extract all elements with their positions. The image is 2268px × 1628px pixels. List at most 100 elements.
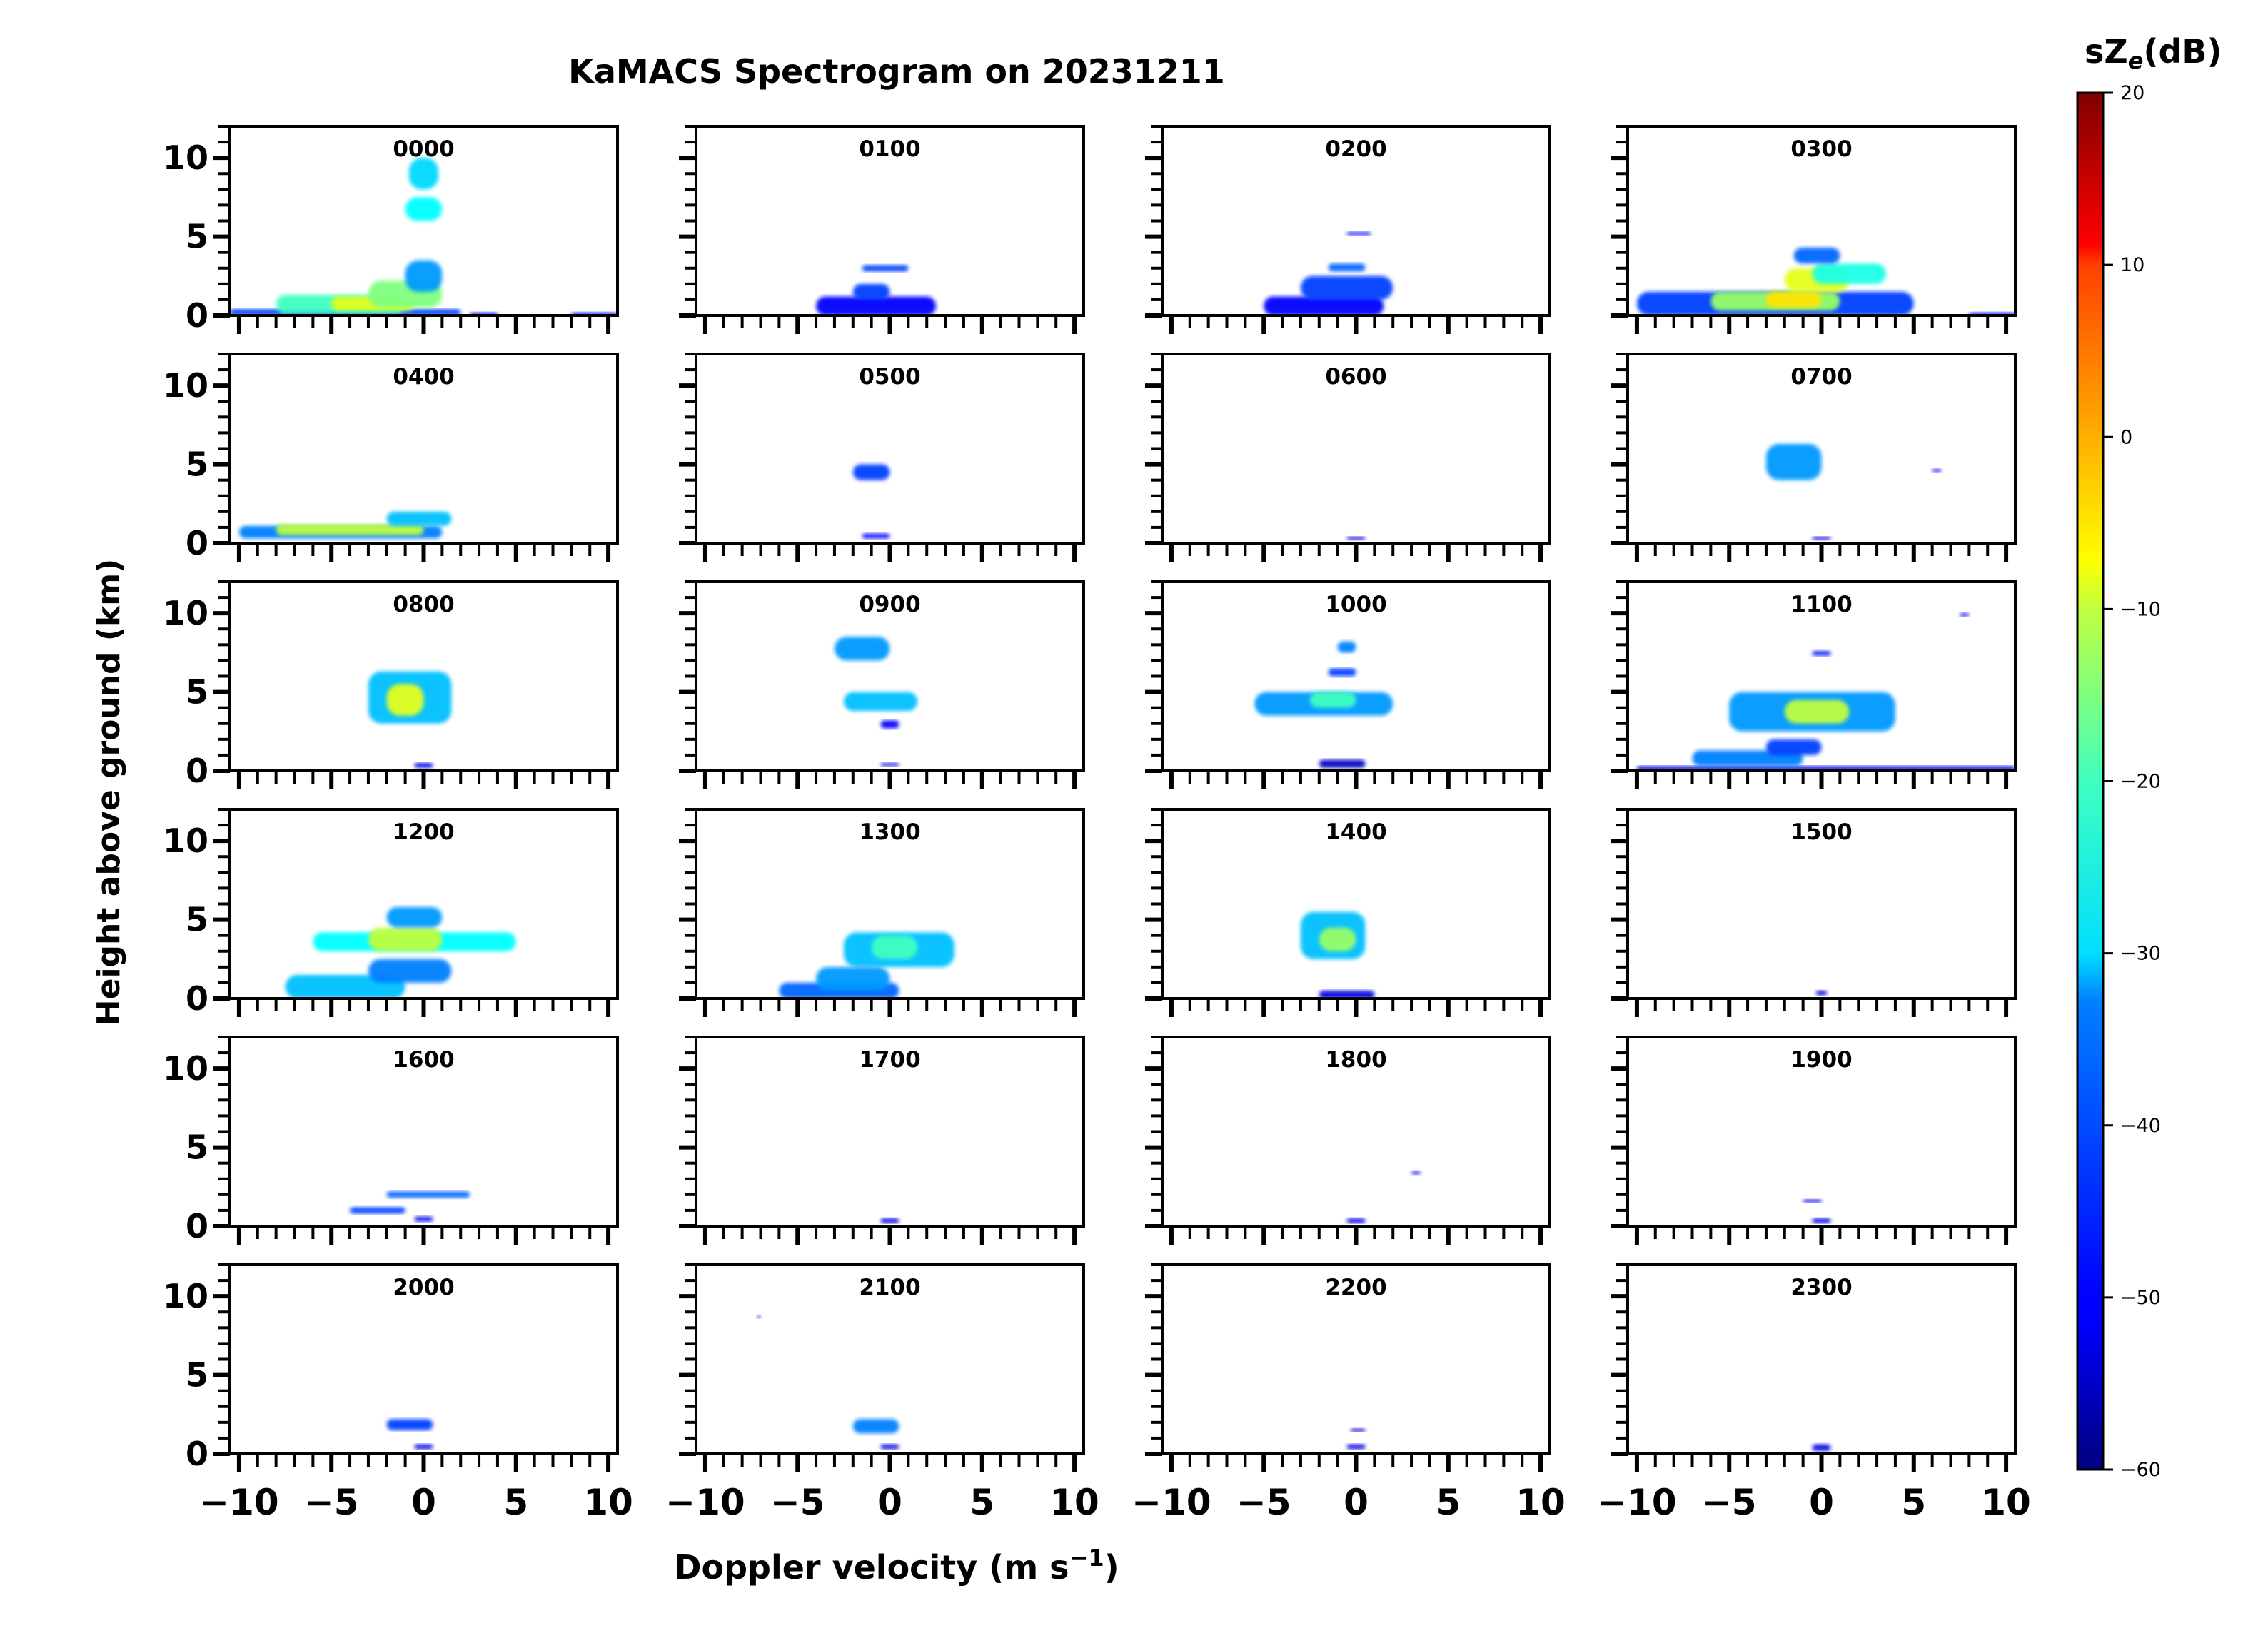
panel-label: 0300 [1790,136,1852,162]
y-tick-label: 10 [163,138,208,177]
panel-echoes [230,158,618,315]
x-tick-label: 5 [1901,1482,1926,1523]
echo-patch [1812,537,1831,540]
colorbar-tick-label: −50 [2120,1287,2161,1309]
echo-patch [1812,1444,1831,1451]
panel-echoes [779,932,954,998]
echo-patch [1932,469,1942,472]
panel-echoes [386,1419,433,1450]
x-tick-label: 0 [1344,1482,1369,1523]
panel-label: 0700 [1790,364,1852,390]
echo-patch [1309,692,1356,708]
colorbar-label: sZe(dB) [2085,32,2222,74]
colorbar-label-main: sZ [2085,32,2128,71]
echo-patch [852,464,890,480]
panel-1400: 1400 [1145,808,1551,1017]
panel-label: 0100 [859,136,920,162]
colorbar-tick-label: 0 [2120,426,2132,448]
x-tick-label: −5 [1236,1482,1291,1523]
echo-patch [386,1191,470,1198]
y-tick-label: 0 [186,1207,208,1245]
panel-0600: 0600 [1145,353,1551,562]
panel-label: 0900 [859,592,920,617]
echo-patch [880,762,899,767]
panel-label: 1400 [1325,819,1386,845]
echo-patch [414,1216,433,1222]
colorbar-tick-label: −60 [2120,1459,2161,1481]
panel-echoes [852,464,890,539]
panel-background [1162,582,1550,771]
panel-0500: 0500 [679,353,1085,562]
panel-background [1628,582,2015,771]
echo-patch [871,935,918,959]
echo-patch [1300,275,1393,300]
echo-patch [862,265,909,272]
echo-patch [1812,651,1831,656]
x-tick-label: −10 [1597,1482,1676,1523]
echo-patch [1346,1218,1366,1223]
x-axis-label-end: ) [1104,1548,1119,1587]
echo-patch [1765,291,1822,308]
x-tick-label: 0 [877,1482,902,1523]
echo-patch [386,906,443,928]
echo-patch [368,959,452,983]
panel-0700: 0700 [1611,353,2017,562]
panel-1300: 1300 [679,808,1085,1017]
x-tick-label: −10 [665,1482,745,1523]
panel-label: 2200 [1325,1275,1386,1300]
panel-echoes [1346,1171,1421,1223]
panel-echoes [1765,443,1942,540]
echo-patch [1346,1444,1366,1450]
y-tick-label: 0 [186,979,208,1018]
y-tick-label: 10 [163,1277,208,1315]
echo-patch [1815,990,1828,996]
panel-0800: 0800 0 5 10 [163,580,619,790]
panel-label: 1000 [1325,592,1386,617]
echo-patch [414,762,433,768]
panel-label: 1500 [1790,819,1852,845]
panel-label: 2100 [859,1275,920,1300]
colorbar-label-end: (dB) [2143,32,2222,71]
echo-patch [386,511,452,526]
colorbar-tick-label: 10 [2120,254,2144,276]
echo-patch [1319,990,1375,998]
panel-label: 1900 [1790,1047,1852,1073]
echo-patch [1960,613,1970,617]
x-tick-label: 10 [583,1482,633,1523]
panel-1700: 1700 [679,1036,1085,1245]
panel-1000: 1000 [1145,580,1551,789]
y-tick-label: 5 [186,1356,208,1395]
panel-background [1162,1037,1550,1226]
panel-2300: 2300 −10 −5 0 5 10 [1597,1263,2031,1523]
echo-patch [1765,739,1822,755]
echo-patch [1411,1171,1421,1175]
x-tick-label: 10 [1049,1482,1099,1523]
panel-background [1162,809,1550,998]
x-axis-label-sup: −1 [1069,1544,1104,1572]
echo-patch [880,1218,899,1223]
echo-patch [1784,699,1850,724]
panel-background [1628,1037,2015,1226]
echo-patch [1319,927,1356,951]
panel-echoes [350,1191,470,1222]
chart-title: KaMACS Spectrogram on 20231211 [568,52,1225,91]
x-tick-label: 5 [1436,1482,1461,1523]
y-tick-label: 0 [186,1435,208,1473]
panel-0900: 0900 [679,580,1085,789]
panel-echoes [1636,248,2015,315]
echo-patch [852,1419,899,1434]
x-tick-label: −5 [1702,1482,1757,1523]
echo-patch [843,692,918,712]
echo-patch [386,1419,433,1430]
x-tick-label: 0 [411,1482,436,1523]
echo-patch [880,720,899,729]
y-tick-label: 5 [186,673,208,712]
echo-patch [1350,1428,1366,1432]
panel-echoes [238,511,452,539]
echo-patch [1346,537,1366,540]
panel-1100: 1100 [1611,580,2017,789]
colorbar-tick-label: 20 [2120,82,2144,104]
panel-background [1162,354,1550,543]
